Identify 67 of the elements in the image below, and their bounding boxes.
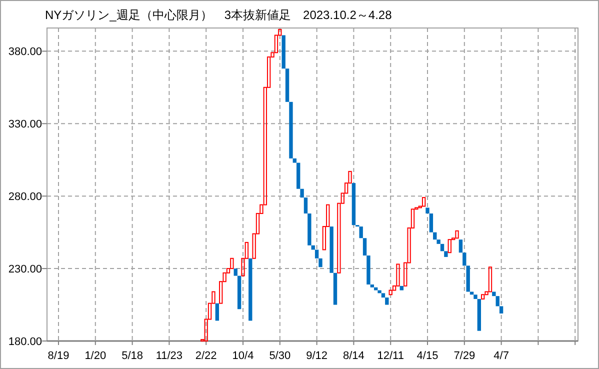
candlestick: [440, 244, 444, 252]
x-tick-label: 7/29: [454, 350, 476, 362]
candlestick: [458, 240, 463, 253]
x-tick-label: 4/7: [494, 350, 509, 362]
candlestick: [436, 240, 440, 244]
candlestick: [352, 183, 356, 226]
candlestick: [248, 258, 252, 321]
candlestick: [496, 296, 500, 306]
candlestick: [333, 272, 338, 305]
x-tick-label: 8/19: [48, 350, 70, 362]
y-tick-label: 330.00: [8, 118, 42, 131]
y-tick-label: 230.00: [8, 264, 42, 276]
candlestick: [330, 226, 334, 273]
x-tick-label: 11/23: [156, 350, 183, 362]
candlestick: [285, 68, 290, 102]
x-tick-label: 5/18: [122, 350, 144, 362]
candlestick: [444, 251, 448, 257]
candlestick: [488, 266, 492, 292]
candlestick: [318, 258, 322, 268]
x-tick-label: 1/20: [84, 350, 106, 362]
candlestick: [237, 276, 242, 310]
candlestick: [289, 102, 293, 158]
candlestick: [474, 294, 478, 299]
x-tick-label: 4/15: [416, 350, 438, 362]
candlestick: [314, 250, 319, 258]
candlestick: [374, 287, 378, 290]
candlestick: [292, 158, 297, 163]
candlestick: [462, 252, 466, 266]
candlestick: [400, 286, 404, 290]
candlestick: [470, 292, 474, 295]
candlestick: [370, 284, 374, 288]
candlestick: [422, 197, 426, 207]
candlestick: [429, 213, 434, 232]
candlestick: [362, 238, 367, 256]
x-tick-label: 5/30: [269, 350, 291, 362]
x-tick-label: 2/22: [195, 350, 217, 362]
candlestick: [304, 198, 308, 214]
candlestick: [234, 268, 238, 276]
y-tick-label: 280.00: [8, 191, 42, 204]
candlestick: [426, 208, 430, 214]
candlestick: [359, 226, 363, 238]
x-tick-label: 8/14: [342, 350, 364, 362]
candlestick: [388, 290, 392, 296]
x-tick-label: 12/11: [377, 350, 404, 362]
candlestick: [366, 256, 370, 284]
candlestick: [499, 306, 504, 314]
candlestick: [215, 303, 220, 321]
candlestick: [296, 162, 300, 189]
candlestick: [466, 266, 470, 292]
chart-title: NYガソリン_週足（中心限月） 3本抜新値足 2023.10.2～4.28: [45, 8, 392, 22]
x-tick-label: 9/12: [306, 350, 328, 362]
candlestick: [385, 298, 389, 305]
candlestick: [230, 258, 234, 270]
candlestick: [477, 298, 482, 331]
candlestick: [282, 35, 286, 69]
candlestick: [378, 290, 382, 294]
candlestick: [381, 293, 386, 298]
candlestick: [308, 213, 312, 246]
candlestick: [433, 232, 437, 240]
candlestick: [481, 294, 485, 300]
y-tick-label: 380.00: [8, 46, 42, 58]
candlestick: [300, 188, 304, 198]
y-tick-label: 180.00: [8, 336, 42, 348]
candlestick: [455, 230, 459, 239]
candlestick: [448, 239, 452, 254]
x-tick-label: 10/4: [232, 350, 254, 362]
candlestick: [492, 292, 496, 296]
